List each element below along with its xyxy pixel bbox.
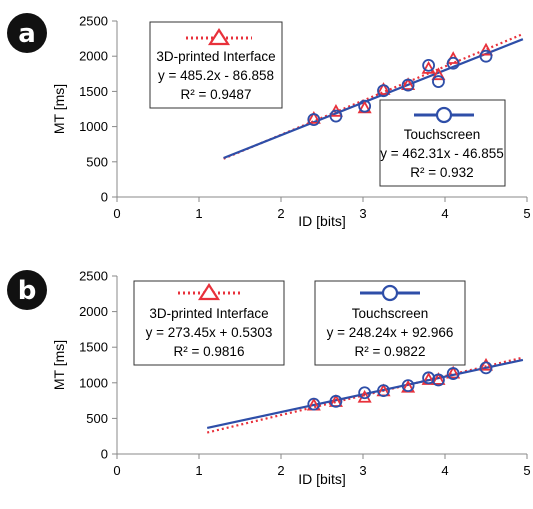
legend-circle-marker	[383, 286, 397, 300]
legend-r2: R² = 0.9816	[174, 344, 245, 359]
panel-b-y-label: MT [ms]	[51, 340, 67, 390]
y-tick-label: 1500	[79, 340, 108, 355]
y-tick-label: 2500	[79, 269, 108, 284]
panel-b-y-ticks: 0 500 1000 1500 2000 2500	[79, 269, 117, 462]
panel-b-points	[308, 360, 491, 410]
panel-a-legend-interface: 3D-printed Interface y = 485.2x - 86.858…	[150, 22, 282, 108]
legend-series-name: 3D-printed Interface	[156, 49, 275, 64]
y-tick-label: 1500	[79, 84, 108, 99]
legend-circle-marker	[437, 108, 451, 122]
y-tick-label: 2500	[79, 14, 108, 29]
x-tick-label: 4	[441, 463, 448, 478]
legend-series-name: 3D-printed Interface	[149, 306, 268, 321]
legend-equation: y = 248.24x + 92.966	[327, 325, 454, 340]
x-tick-label: 0	[113, 463, 120, 478]
panel-b-x-label: ID [bits]	[298, 471, 345, 487]
x-tick-label: 4	[441, 206, 448, 221]
x-tick-label: 3	[359, 463, 366, 478]
y-tick-label: 500	[86, 411, 108, 426]
panel-a-badge-label: a	[18, 19, 36, 49]
panel-b-badge-label: b	[18, 276, 37, 306]
panel-a-legend-touchscreen: Touchscreen y = 462.31x - 46.855 R² = 0.…	[380, 100, 505, 186]
x-tick-label: 2	[277, 463, 284, 478]
legend-r2: R² = 0.932	[410, 165, 473, 180]
legend-equation: y = 485.2x - 86.858	[158, 68, 274, 83]
legend-r2: R² = 0.9487	[181, 87, 252, 102]
legend-series-name: Touchscreen	[352, 306, 429, 321]
x-tick-label: 1	[195, 206, 202, 221]
x-tick-label: 1	[195, 463, 202, 478]
y-tick-label: 0	[101, 447, 108, 462]
panel-a-y-label: MT [ms]	[51, 84, 67, 134]
legend-equation: y = 273.45x + 0.5303	[146, 325, 273, 340]
panel-a-x-label: ID [bits]	[298, 213, 345, 229]
panel-b-legend-touchscreen: Touchscreen y = 248.24x + 92.966 R² = 0.…	[315, 281, 465, 365]
y-tick-label: 0	[101, 190, 108, 205]
panel-b-legend-interface: 3D-printed Interface y = 273.45x + 0.530…	[134, 281, 284, 365]
y-tick-label: 2000	[79, 304, 108, 319]
x-tick-label: 3	[359, 206, 366, 221]
legend-r2: R² = 0.9822	[355, 344, 426, 359]
touchscreen-point	[433, 76, 444, 87]
panel-a-y-ticks: 0 500 1000 1500 2000 2500	[79, 14, 117, 205]
legend-series-name: Touchscreen	[404, 127, 481, 142]
y-tick-label: 500	[86, 154, 108, 169]
panel-b-trendlines	[207, 358, 523, 433]
y-tick-label: 1000	[79, 119, 108, 134]
interface-trendline	[207, 358, 523, 433]
x-tick-label: 0	[113, 206, 120, 221]
y-tick-label: 2000	[79, 49, 108, 64]
legend-equation: y = 462.31x - 46.855	[380, 146, 503, 161]
x-tick-label: 5	[523, 206, 530, 221]
x-tick-label: 5	[523, 463, 530, 478]
y-tick-label: 1000	[79, 375, 108, 390]
x-tick-label: 2	[277, 206, 284, 221]
